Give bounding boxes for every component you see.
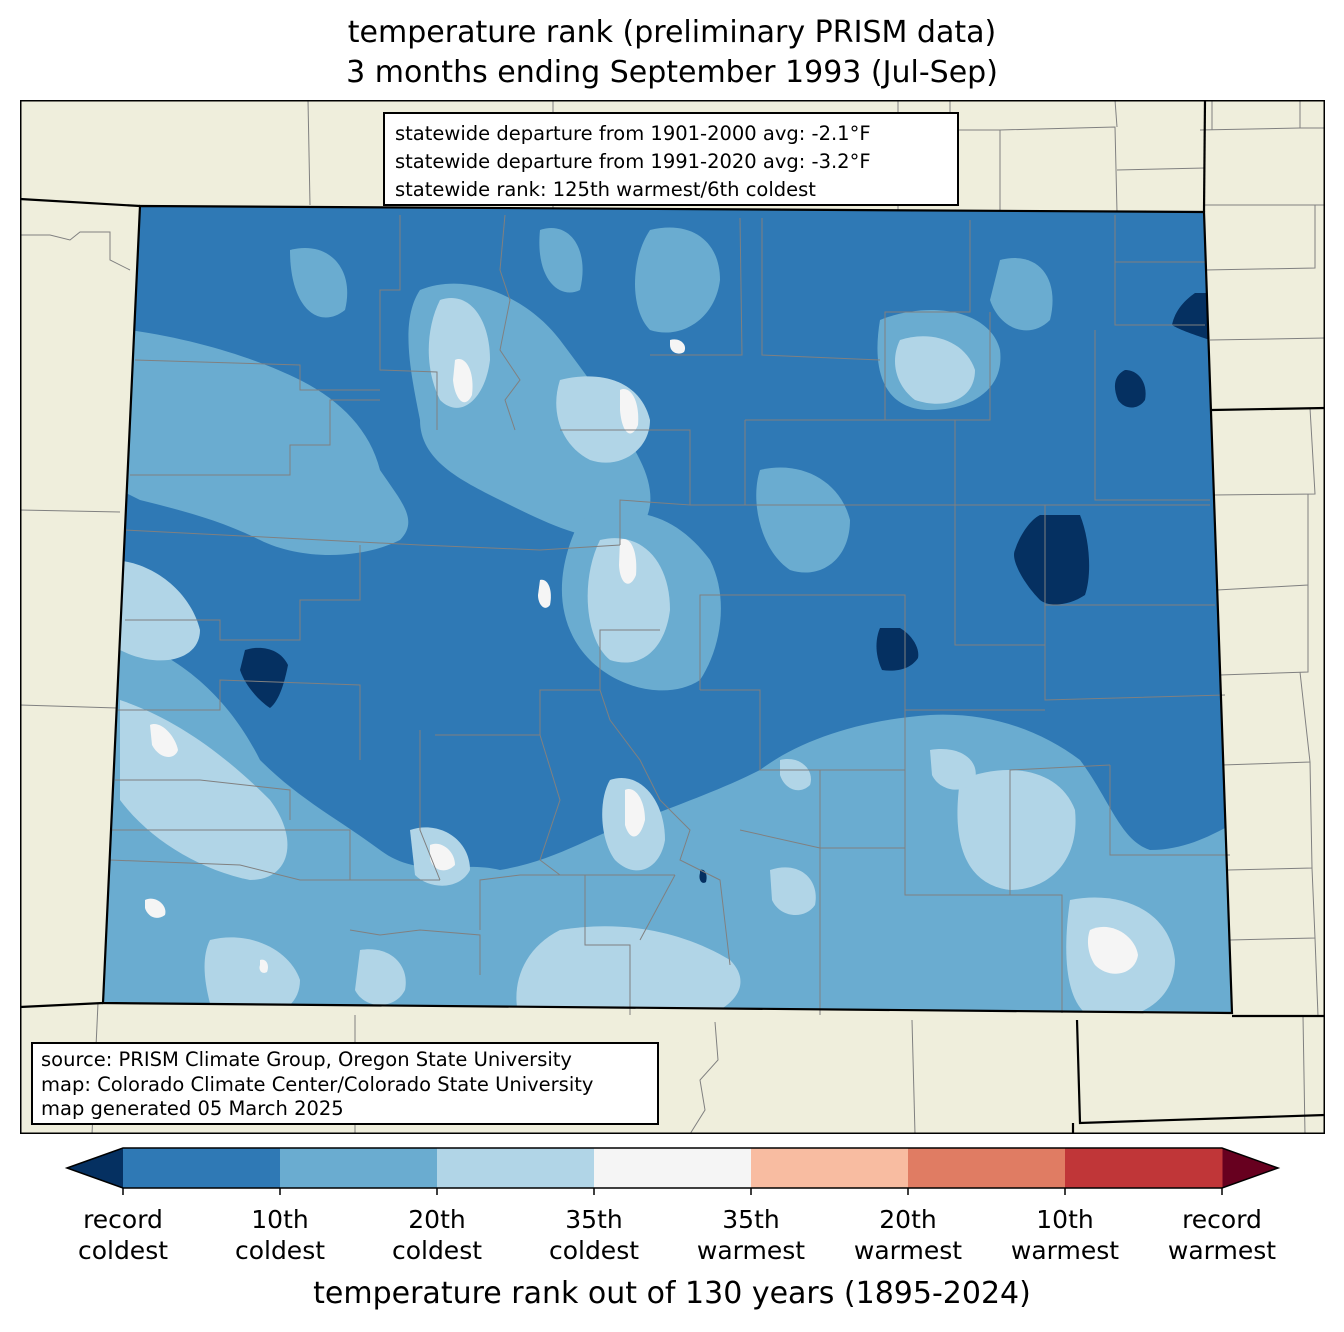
generated-date-line: map generated 05 March 2025 bbox=[41, 1097, 344, 1120]
colorbar-bin bbox=[123, 1148, 281, 1188]
colorbar-bin bbox=[280, 1148, 438, 1188]
kansas-nebraska-border bbox=[1202, 100, 1207, 213]
wyoming-utah-border bbox=[20, 197, 141, 208]
departure-1901-2000: statewide departure from 1901-2000 avg: … bbox=[395, 122, 871, 145]
state-borders bbox=[20, 100, 1325, 1134]
map bbox=[20, 100, 1325, 1134]
map-credit-line: map: Colorado Climate Center/Colorado St… bbox=[41, 1072, 594, 1096]
colorbar-bin bbox=[751, 1148, 909, 1188]
chart-title-line1: temperature rank (preliminary PRISM data… bbox=[347, 15, 997, 50]
new-mexico-oklahoma-border bbox=[1075, 1019, 1325, 1125]
departure-1991-2020: statewide departure from 1991-2020 avg: … bbox=[395, 150, 871, 173]
statewide-stats-box: statewide departure from 1901-2000 avg: … bbox=[383, 112, 959, 206]
colorbar-tick-label: 10th coldest bbox=[234, 1205, 326, 1265]
record-coldest-regions bbox=[240, 293, 1210, 883]
rank-35th-coldest-regions bbox=[110, 298, 1175, 1013]
colorbar-tick-label: 35th coldest bbox=[548, 1205, 640, 1265]
statewide-rank: statewide rank: 125th warmest/6th coldes… bbox=[395, 178, 816, 201]
colorbar-title: temperature rank out of 130 years (1895-… bbox=[313, 1276, 1031, 1311]
colorado-county-lines bbox=[109, 214, 1230, 1015]
colorbar-tick-label: record warmest bbox=[1167, 1205, 1277, 1265]
colorbar-extend-high bbox=[1222, 1148, 1278, 1188]
source-box: source: PRISM Climate Group, Oregon Stat… bbox=[31, 1042, 659, 1125]
colorbar-bin bbox=[1065, 1148, 1223, 1188]
utah-arizona-border bbox=[20, 1001, 104, 1009]
colorbar-tick-label: 20th coldest bbox=[391, 1205, 483, 1265]
colorbar-bin bbox=[908, 1148, 1066, 1188]
temperature-rank-field bbox=[103, 206, 1232, 1013]
chart-title-line2: 3 months ending September 1993 (Jul-Sep) bbox=[346, 55, 998, 90]
colorbar-bin bbox=[437, 1148, 595, 1188]
source-line: source: PRISM Climate Group, Oregon Stat… bbox=[41, 1048, 572, 1071]
colorbar-bin bbox=[594, 1148, 752, 1188]
colorbar-tick-label: 20th warmest bbox=[853, 1205, 963, 1265]
colorbar bbox=[64, 1147, 1281, 1195]
colorbar-tick-label: record coldest bbox=[77, 1205, 169, 1265]
map-border bbox=[20, 100, 1325, 1134]
near-normal-regions bbox=[145, 339, 1138, 974]
colorbar-extend-low bbox=[67, 1148, 123, 1188]
nebraska-kansas-border bbox=[1211, 406, 1325, 412]
colorado-border bbox=[101, 204, 1234, 1015]
colorbar-tick-label: 10th warmest bbox=[1010, 1205, 1120, 1265]
colorbar-tick-label: 35th warmest bbox=[696, 1205, 806, 1265]
